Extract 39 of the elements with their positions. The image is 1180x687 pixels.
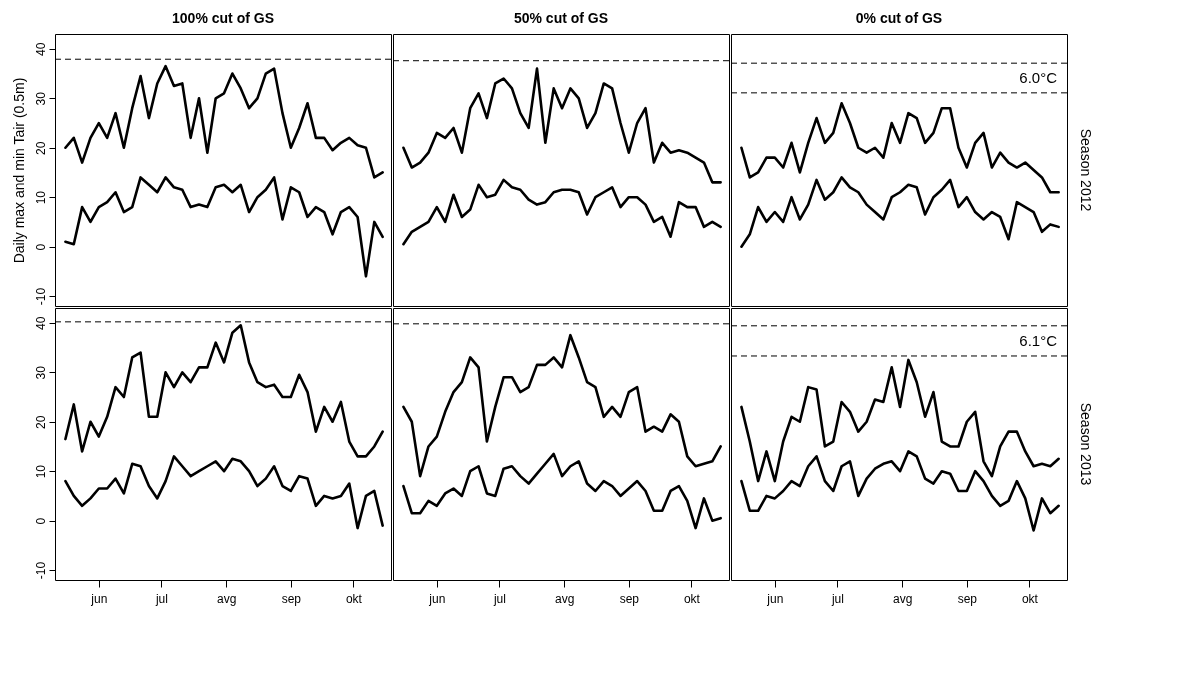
annotation: 6.1°C [1019, 331, 1058, 349]
y-axis-title: Daily max and min Tair (0.5m) [10, 77, 27, 264]
chart-title: 50% cut of GS [513, 10, 609, 26]
line-series [64, 176, 384, 278]
x-tick-label: sep [281, 591, 302, 606]
y-tick-label: -10 [33, 561, 48, 580]
chart-title: 0% cut of GS [855, 10, 943, 26]
y-tick-label: 20 [33, 415, 48, 429]
x-tick-label: jul [830, 591, 844, 606]
y-tick-label: 30 [33, 91, 48, 106]
x-tick-label: avg [892, 591, 913, 606]
y-tick-label: 40 [33, 42, 48, 57]
x-tick-label: jun [90, 591, 108, 606]
line-series [64, 455, 384, 530]
y2-axis-title: Season 2013 [1078, 402, 1094, 486]
x-tick-label: sep [957, 591, 978, 606]
x-tick-label: sep [619, 591, 640, 606]
x-tick-label: jun [766, 591, 784, 606]
y-tick-label: 10 [33, 464, 48, 479]
y-tick-label: -10 [33, 287, 48, 306]
y-tick-label: 40 [33, 316, 48, 331]
y-tick-label: 0 [33, 517, 48, 525]
x-tick-label: okt [345, 591, 363, 606]
chart-title: 100% cut of GS [172, 10, 274, 26]
x-tick-label: jul [154, 591, 168, 606]
y-tick-label: 10 [33, 190, 48, 205]
x-tick-label: jul [492, 591, 506, 606]
y-tick-label: 30 [33, 365, 48, 380]
y-tick-label: 0 [33, 243, 48, 251]
annotation: 6.0°C [1019, 69, 1058, 87]
x-tick-label: avg [554, 591, 575, 606]
line-series [64, 64, 384, 179]
x-tick-label: okt [683, 591, 701, 606]
x-tick-label: avg [216, 591, 237, 606]
x-tick-label: okt [1021, 591, 1039, 606]
line-series [64, 324, 384, 458]
x-tick-label: jun [428, 591, 446, 606]
y-tick-label: 20 [33, 141, 48, 155]
y2-axis-title: Season 2012 [1078, 128, 1094, 212]
